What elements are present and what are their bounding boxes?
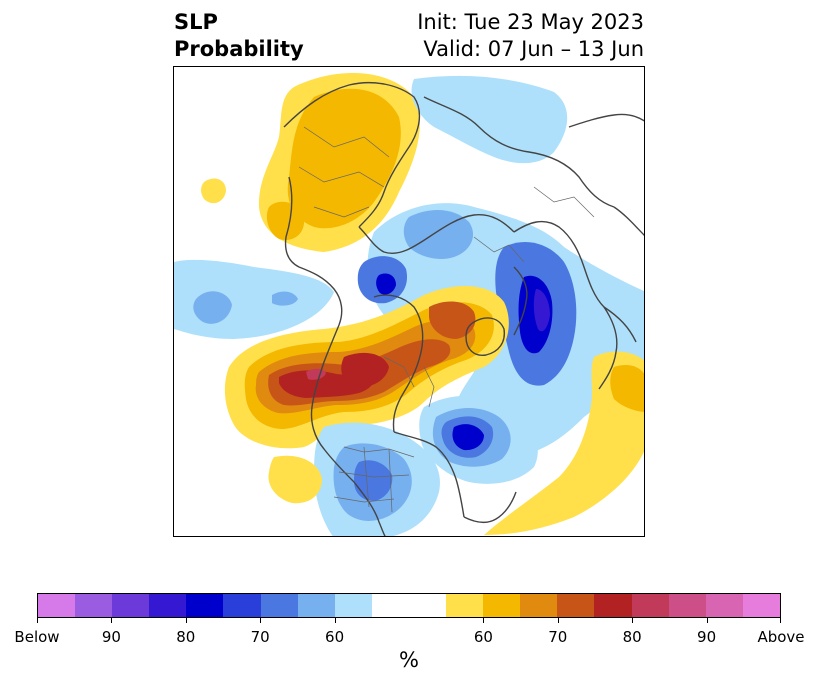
colorbar-swatch [149,594,187,617]
shading-below-atlantic-core [452,424,484,451]
shading-above-atlantic-light [484,351,644,535]
colorbar-swatch [75,594,113,617]
shading-above-pacific-light [268,455,322,504]
colorbar-tick-label: 60 [325,628,345,646]
colorbar-swatch [371,594,409,617]
init-date-label: Init: Tue 23 May 2023 [417,10,644,34]
colorbar-tick-label: 70 [548,628,568,646]
title-variable-line2: Probability [174,37,304,61]
colorbar-swatch [520,594,558,617]
colorbar-swatch [38,594,76,617]
colorbar-swatch [705,594,743,617]
colorbar-tick-label: 70 [250,628,270,646]
colorbar-swatch [483,594,521,617]
shading-above-canada-red2 [341,352,389,388]
colorbar-tick [185,618,187,623]
shading-below-north-mid [403,210,474,259]
colorbar-tick-label: 80 [176,628,196,646]
map-canvas [174,73,644,536]
colorbar-tick-label: Below [14,628,60,646]
shading-below-west-small [272,291,298,306]
colorbar-tick-label: 90 [697,628,717,646]
colorbar-swatch [594,594,632,617]
colorbar-tick-label: 80 [622,628,642,646]
colorbar-ticks [37,618,781,626]
colorbar-tick [260,618,262,623]
shading-below-west-mid [193,291,232,324]
colorbar-tick [557,618,559,623]
colorbar-swatch [631,594,669,617]
colorbar-swatch [408,594,447,617]
shading-above-atlantic-mid [610,365,644,412]
colorbar-tick-label: 90 [101,628,121,646]
colorbar-swatch [223,594,261,617]
colorbar-tick-label: Above [757,628,805,646]
shading-below-bering-dark [376,273,396,295]
colorbar-tick [334,618,336,623]
shading-above-greenland-dark [429,301,476,339]
colorbar-tick [37,618,38,623]
colorbar-tick [706,618,708,623]
probability-map [173,66,645,537]
colorbar-swatch [260,594,298,617]
shading-above-siberia-orange [266,201,305,241]
map-title-dates: Init: Tue 23 May 2023 Valid: 07 Jun – 13… [417,9,644,63]
valid-range-label: Valid: 07 Jun – 13 Jun [423,37,644,61]
colorbar-swatch [446,594,484,617]
colorbar-unit-label: % [399,648,419,672]
colorbar-tick-label: 60 [473,628,493,646]
shading-above-small-west [201,178,226,204]
colorbar-swatch [186,594,224,617]
shading-below-eurasia-core [533,289,550,332]
colorbar-tick [780,618,781,623]
colorbar-tick [632,618,634,623]
colorbar-swatch [334,594,372,617]
colorbar-swatch [557,594,595,617]
shading-below-north-light [411,75,568,164]
shading-below-us-dark [354,460,393,501]
coastlines [283,82,644,536]
title-variable-line1: SLP [174,10,218,34]
shading-above-siberia-mid [287,88,401,229]
colorbar-swatches [37,593,781,618]
colorbar-swatch [742,594,780,617]
colorbar [37,593,781,618]
colorbar-tick [483,618,485,623]
map-title-variable: SLP Probability [174,9,304,63]
colorbar-tick [111,618,113,623]
colorbar-swatch [297,594,335,617]
borders [298,126,595,513]
colorbar-swatch [112,594,150,617]
colorbar-swatch [668,594,706,617]
